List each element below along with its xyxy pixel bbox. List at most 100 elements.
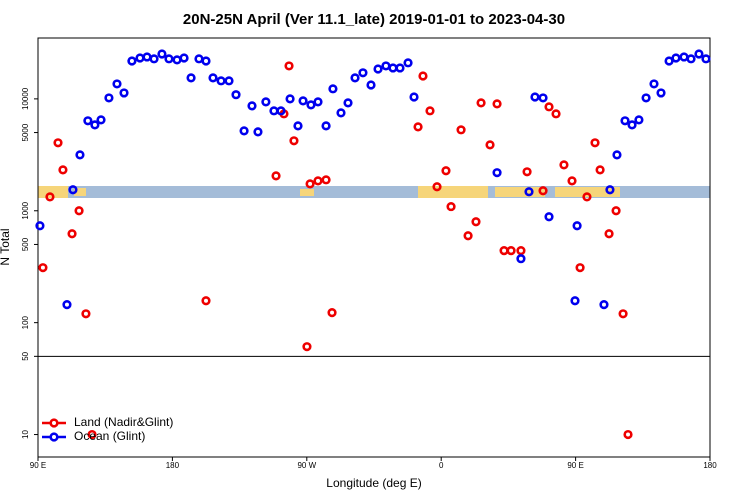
- point: [321, 175, 331, 185]
- x-tick-label: 90 W: [297, 461, 316, 470]
- point: [96, 115, 106, 125]
- point: [112, 79, 122, 89]
- point: [313, 176, 323, 186]
- y-tick-label: 5000: [21, 123, 30, 141]
- legend-marker: [49, 418, 59, 428]
- point: [350, 73, 360, 83]
- point: [194, 54, 204, 64]
- y-tick-label: 10: [21, 430, 30, 439]
- point: [328, 84, 338, 94]
- y-tick-label: 1000: [21, 201, 30, 219]
- point: [567, 176, 577, 186]
- point: [516, 246, 526, 256]
- point: [285, 94, 295, 104]
- point: [298, 96, 308, 106]
- point: [149, 54, 159, 64]
- point: [612, 150, 622, 160]
- y-axis-title: N Total: [0, 228, 12, 265]
- point: [530, 92, 540, 102]
- point: [572, 221, 582, 231]
- point: [302, 342, 312, 352]
- series: [38, 61, 633, 440]
- point: [456, 125, 466, 135]
- point: [388, 63, 398, 73]
- point: [595, 165, 605, 175]
- point: [269, 106, 279, 116]
- point: [313, 97, 323, 107]
- point: [366, 80, 376, 90]
- legend-label: Ocean (Glint): [74, 429, 145, 443]
- point: [686, 54, 696, 64]
- x-axis-title: Longitude (deg E): [326, 476, 421, 490]
- point: [544, 212, 554, 222]
- point: [522, 167, 532, 177]
- point: [68, 185, 78, 195]
- point: [261, 97, 271, 107]
- point: [570, 296, 580, 306]
- series: [35, 49, 711, 310]
- point: [590, 138, 600, 148]
- point: [87, 429, 97, 440]
- point: [544, 102, 554, 112]
- point: [67, 229, 77, 239]
- point: [172, 55, 182, 65]
- point: [538, 186, 548, 196]
- point: [604, 229, 614, 239]
- legend-marker: [49, 432, 59, 442]
- point: [45, 192, 55, 202]
- x-tick-label: 0: [439, 461, 444, 470]
- point: [201, 296, 211, 306]
- point: [441, 166, 451, 176]
- point: [119, 88, 129, 98]
- point: [516, 254, 526, 264]
- point: [53, 138, 63, 148]
- point: [476, 98, 486, 108]
- point: [83, 116, 93, 126]
- point: [551, 109, 561, 119]
- point: [179, 53, 189, 63]
- point: [58, 165, 68, 175]
- point: [253, 127, 263, 137]
- legend-label: Land (Nadir&Glint): [74, 415, 173, 429]
- point: [671, 53, 681, 63]
- point: [627, 120, 637, 130]
- point: [271, 171, 281, 181]
- point: [231, 90, 241, 100]
- point: [679, 52, 689, 62]
- point: [649, 79, 659, 89]
- point: [104, 93, 114, 103]
- point: [373, 64, 383, 74]
- x-tick-label: 180: [166, 461, 180, 470]
- point: [216, 76, 226, 86]
- point: [575, 263, 585, 273]
- x-tick-label: 90 E: [567, 461, 583, 470]
- point: [74, 206, 84, 216]
- point: [559, 160, 569, 170]
- point: [463, 231, 473, 241]
- point: [293, 121, 303, 131]
- chart-title: 20N-25N April (Ver 11.1_late) 2019-01-01…: [183, 11, 565, 28]
- point: [656, 88, 666, 98]
- point: [343, 98, 353, 108]
- point: [694, 49, 704, 59]
- point: [135, 53, 145, 63]
- point: [499, 246, 509, 256]
- point: [224, 76, 234, 86]
- point: [90, 120, 100, 130]
- point: [395, 63, 405, 73]
- point: [306, 100, 316, 110]
- point: [492, 168, 502, 178]
- point: [247, 101, 257, 111]
- point: [492, 99, 502, 109]
- y-tick-label: 10000: [21, 87, 30, 110]
- point: [623, 429, 633, 440]
- point: [641, 93, 651, 103]
- point: [634, 115, 644, 125]
- y-tick-label: 500: [21, 237, 30, 251]
- x-tick-label: 90 E: [30, 461, 46, 470]
- point: [208, 73, 218, 83]
- point: [336, 108, 346, 118]
- point: [418, 71, 428, 81]
- point: [409, 92, 419, 102]
- point: [276, 106, 286, 116]
